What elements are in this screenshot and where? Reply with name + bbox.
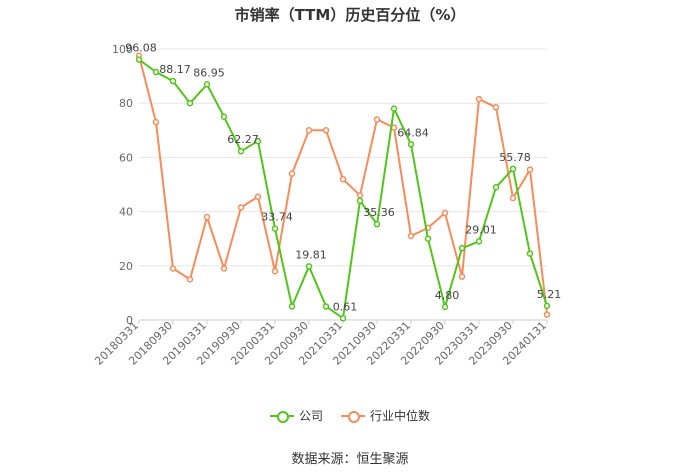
- data-point: [441, 209, 449, 217]
- data-point: [152, 68, 160, 76]
- legend-swatch: [341, 410, 365, 423]
- data-point: [390, 105, 398, 112]
- data-point: [271, 225, 279, 232]
- legend-label: 行业中位数: [370, 409, 431, 423]
- chart-legend: 公司 行业中位数: [0, 407, 700, 424]
- data-point: [373, 220, 381, 228]
- data-point: [237, 147, 245, 155]
- data-point: [203, 81, 211, 88]
- data-point: [509, 165, 517, 173]
- data-point: [322, 303, 330, 310]
- data-point: [135, 56, 143, 63]
- data-point: [407, 232, 415, 240]
- data-point: [543, 302, 551, 310]
- data-label: 0.61: [333, 300, 358, 313]
- data-point: [203, 213, 211, 221]
- data-point: [254, 193, 262, 200]
- data-point: [475, 238, 483, 245]
- data-point: [254, 137, 262, 145]
- data-label: 29.01: [465, 223, 497, 236]
- y-tick-label: 0: [126, 314, 133, 327]
- data-label: 86.95: [193, 66, 225, 79]
- series-line: [138, 55, 548, 315]
- data-point: [492, 104, 500, 111]
- data-label: 33.74: [261, 211, 293, 224]
- data-point: [526, 250, 534, 257]
- data-label: 96.08: [125, 42, 157, 55]
- legend-label: 公司: [298, 409, 323, 423]
- data-label: 62.27: [227, 133, 259, 146]
- data-point: [220, 113, 228, 120]
- data-point: [458, 273, 466, 280]
- data-point: [237, 204, 245, 211]
- data-point: [356, 197, 364, 205]
- data-point: [339, 175, 347, 183]
- y-tick-label: 80: [119, 97, 133, 110]
- data-label: 5.21: [537, 288, 562, 301]
- data-point: [186, 99, 194, 107]
- data-point: [356, 192, 364, 199]
- data-label: 4.80: [435, 289, 460, 302]
- data-point: [475, 95, 483, 103]
- data-point: [373, 116, 381, 123]
- data-point: [152, 118, 160, 126]
- data-point: [288, 303, 296, 310]
- legend-item[interactable]: 行业中位数: [341, 407, 430, 424]
- data-point: [220, 265, 228, 272]
- data-source-note: 数据来源：恒生聚源: [291, 452, 409, 467]
- y-tick-label: 40: [119, 206, 133, 219]
- legend-item[interactable]: 公司: [269, 407, 323, 424]
- y-tick-label: 60: [119, 151, 133, 164]
- data-point: [543, 311, 551, 318]
- data-label: 19.81: [295, 248, 327, 261]
- legend-swatch: [269, 410, 294, 423]
- data-point: [305, 263, 313, 270]
- data-point: [305, 127, 313, 134]
- data-point: [424, 235, 432, 242]
- data-point: [169, 77, 177, 85]
- data-label: 64.84: [397, 126, 429, 139]
- y-tick-label: 100: [112, 43, 133, 56]
- data-point: [271, 267, 279, 275]
- y-tick-label: 20: [119, 260, 133, 273]
- data-point: [407, 141, 415, 148]
- chart-title: 市销率（TTM）历史百分位（%）: [234, 6, 466, 24]
- data-point: [492, 183, 500, 191]
- data-point: [288, 170, 296, 177]
- data-point: [322, 127, 330, 134]
- data-label: 55.78: [499, 151, 531, 164]
- data-point: [526, 166, 534, 173]
- data-point: [458, 244, 466, 252]
- data-label: 35.36: [363, 206, 395, 219]
- data-point: [169, 265, 177, 272]
- data-point: [441, 303, 449, 311]
- data-point: [186, 276, 194, 283]
- data-point: [509, 194, 517, 202]
- data-point: [339, 315, 347, 322]
- series-line: [138, 58, 548, 320]
- data-label: 88.17: [159, 63, 191, 76]
